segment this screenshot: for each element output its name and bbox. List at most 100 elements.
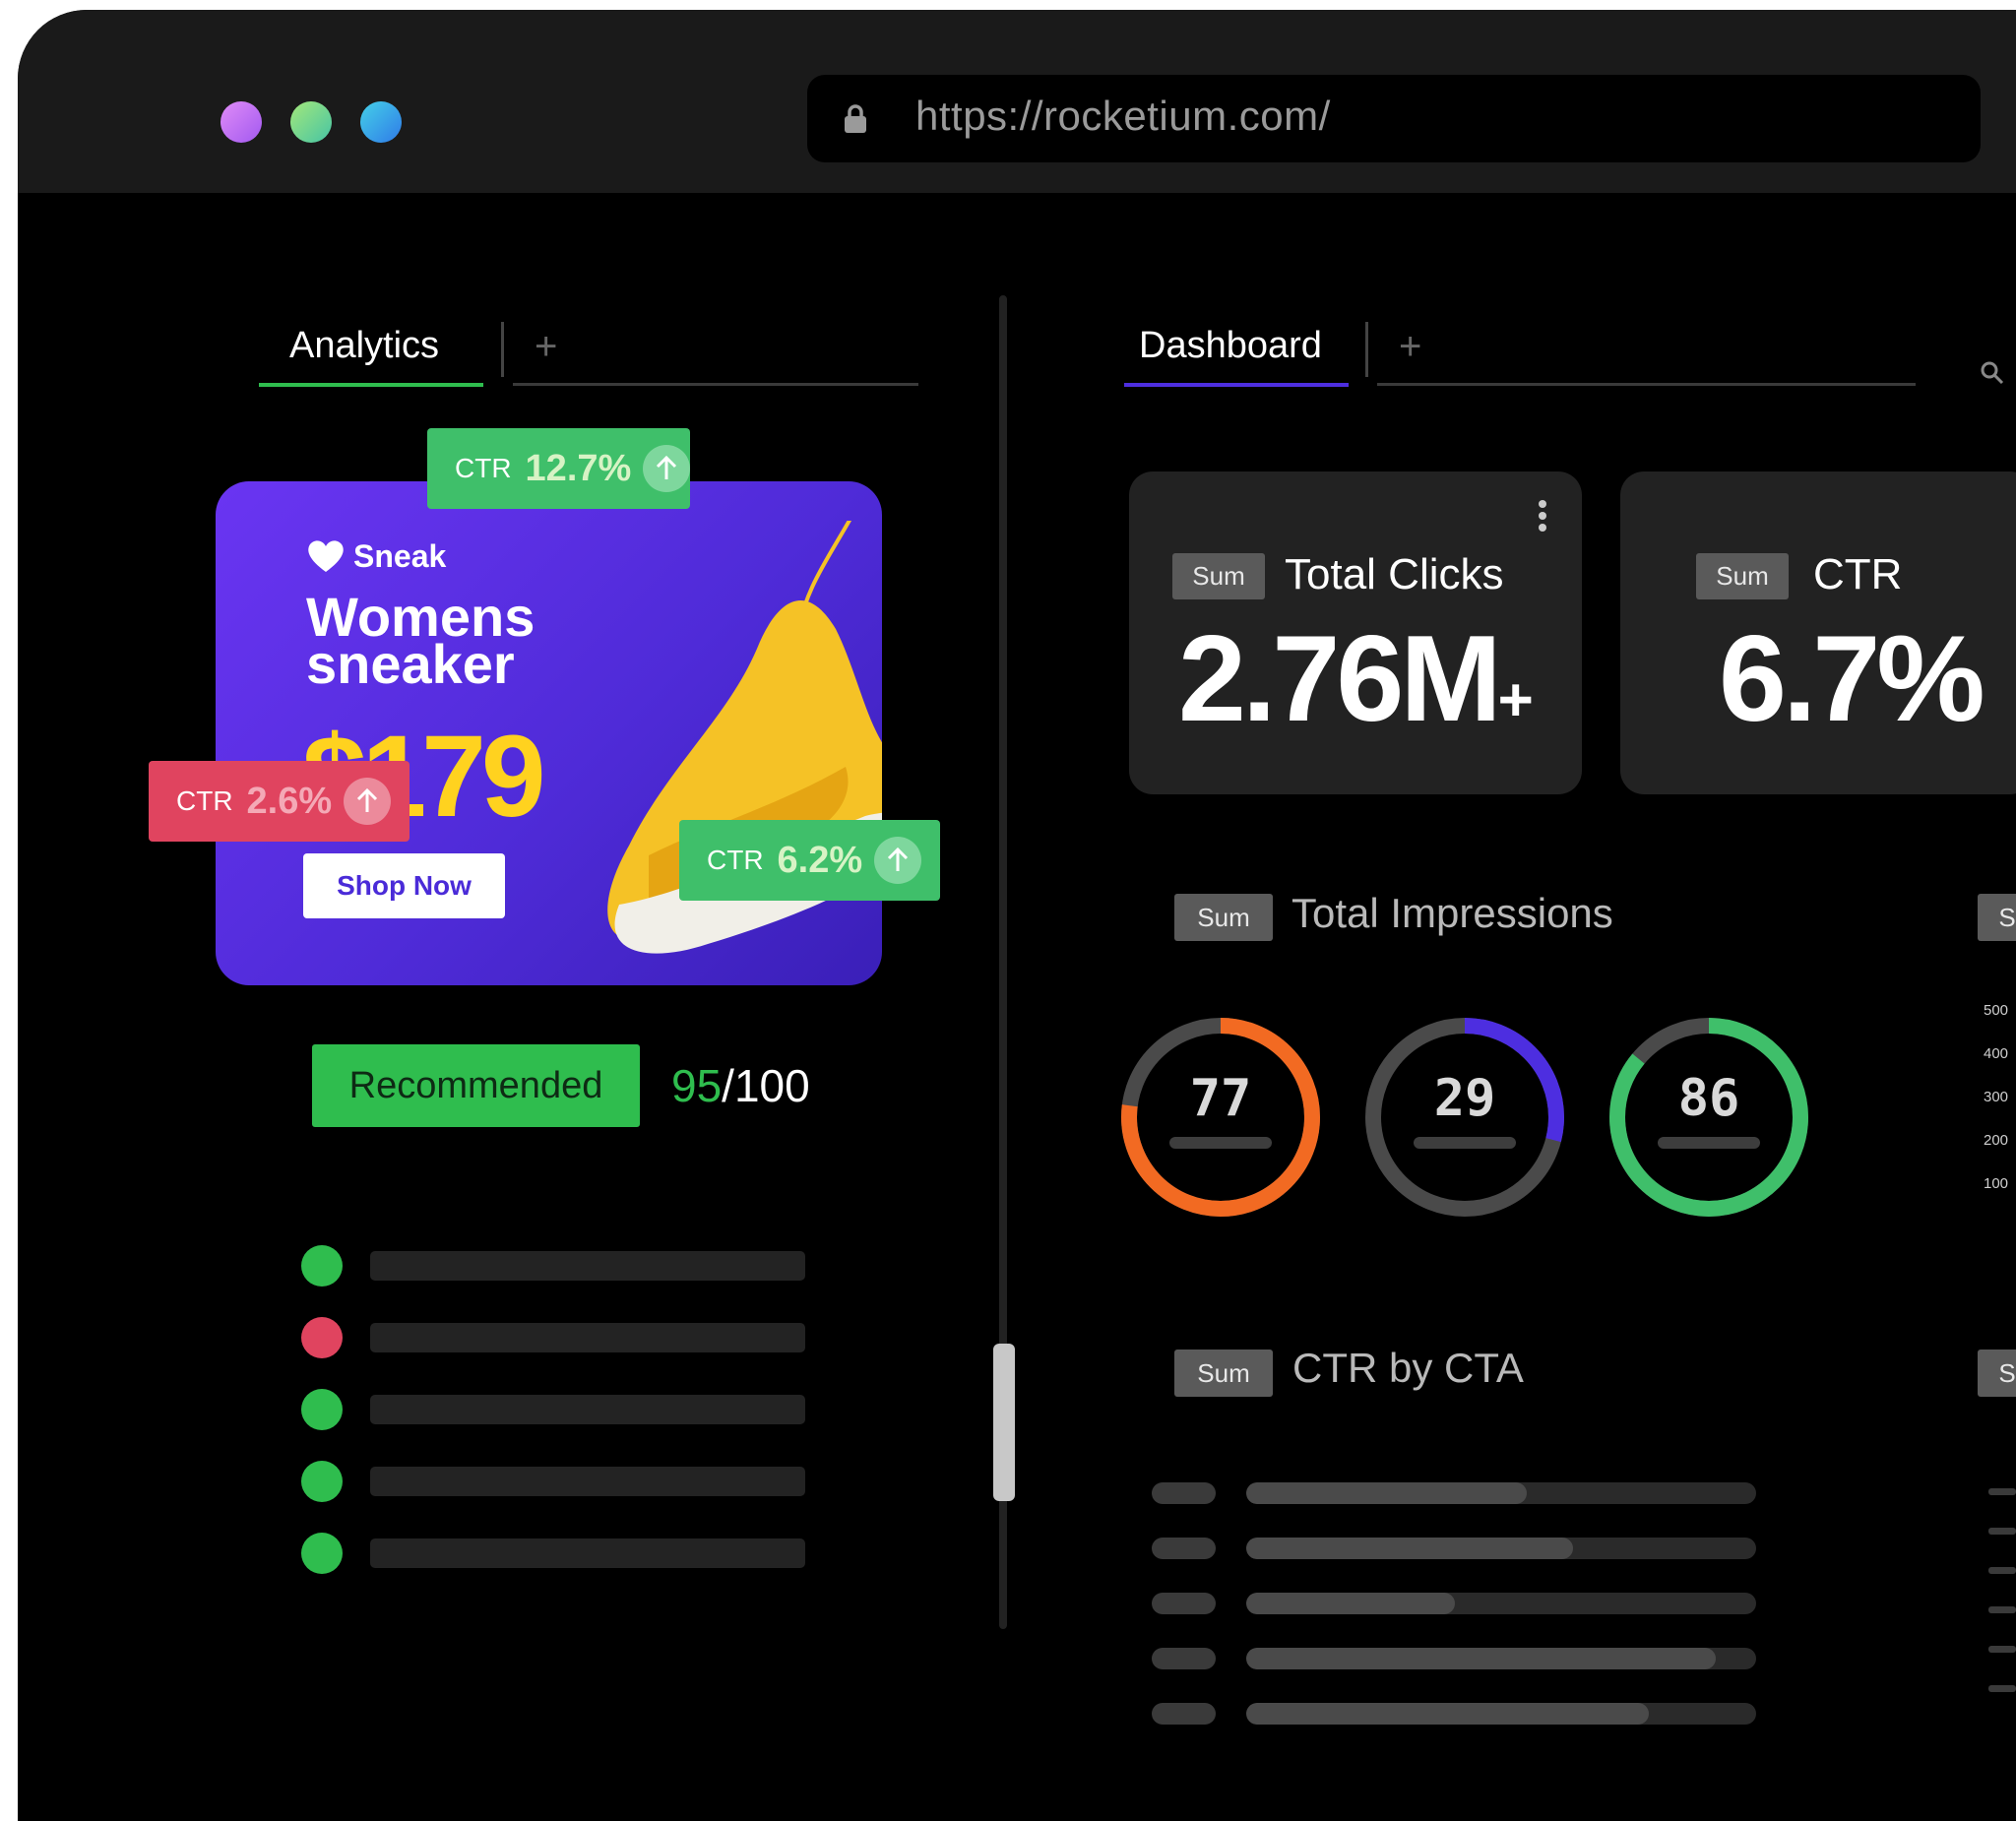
ad-creative[interactable]: Sneak Womens sneaker $179 Shop Now — [216, 481, 882, 985]
ctr-badge-3-value: 6.2% — [777, 839, 863, 881]
address-bar[interactable]: https://rocketium.com/ — [807, 75, 1981, 162]
kpi-card-ctr[interactable]: Sum CTR 6.7% — [1620, 471, 2016, 794]
ring-value: 86 — [1678, 1069, 1740, 1128]
ring-progress — [1365, 1018, 1564, 1217]
ctr-badge-1-label: CTR — [455, 453, 512, 483]
tab-bar-line — [1377, 383, 1916, 386]
ring-label-placeholder — [1414, 1137, 1516, 1149]
list-item-placeholder[interactable] — [370, 1467, 805, 1496]
y-tick-label: 500 — [1984, 1002, 2009, 1019]
kpi-value-row: 6.7% — [1719, 609, 1985, 749]
cta-bar-track[interactable] — [1246, 1538, 1756, 1559]
tab-separator — [1365, 322, 1368, 377]
kpi-value: 6.7% — [1719, 611, 1985, 747]
sneaker-image — [607, 521, 882, 954]
shop-now-button[interactable]: Shop Now — [303, 853, 505, 918]
ring-progress — [1609, 1018, 1808, 1217]
ring-progress — [1121, 1018, 1320, 1217]
list-item-placeholder[interactable] — [370, 1323, 805, 1352]
ctr-badge-1[interactable]: CTR 12.7% — [427, 428, 690, 509]
shop-now-label: Shop Now — [337, 870, 472, 901]
scrollbar-thumb[interactable] — [993, 1344, 1015, 1501]
kpi-title: CTR — [1813, 550, 1903, 598]
cta-bar-fill — [1246, 1482, 1527, 1504]
arrow-up-icon — [643, 445, 690, 492]
side-sum-tag: S — [1978, 894, 2016, 941]
side-bar-placeholder — [1988, 1606, 2016, 1613]
ring-value: 77 — [1190, 1069, 1252, 1128]
cta-label-placeholder — [1152, 1648, 1216, 1669]
ctr-badge-1-value: 12.7% — [525, 447, 632, 489]
ring-value: 29 — [1434, 1069, 1496, 1128]
cta-bar-fill — [1246, 1648, 1716, 1669]
tab-bar-line — [513, 383, 918, 386]
cta-label-placeholder — [1152, 1482, 1216, 1504]
search-icon[interactable] — [1980, 360, 2005, 386]
ad-headline-line2: sneaker — [306, 633, 515, 695]
ctr-badge-2[interactable]: CTR 2.6% — [149, 761, 410, 842]
cta-label-placeholder — [1152, 1538, 1216, 1559]
status-dot — [301, 1533, 343, 1574]
more-options-icon[interactable] — [1537, 499, 1548, 533]
score-total: /100 — [722, 1060, 810, 1111]
ctr-badge-2-value: 2.6% — [246, 780, 333, 822]
kpi-value: 2.76M — [1178, 611, 1502, 747]
window-dot-1[interactable] — [220, 101, 262, 143]
cta-bar-track[interactable] — [1246, 1593, 1756, 1614]
ctr-badge-2-label: CTR — [176, 785, 233, 816]
ad-brand: Sneak — [353, 538, 447, 574]
add-tab-button[interactable]: + — [535, 325, 558, 368]
side-bar-placeholder — [1988, 1646, 2016, 1653]
score-value: 95 — [671, 1060, 723, 1111]
list-item-placeholder[interactable] — [370, 1251, 805, 1281]
y-tick-label: 300 — [1984, 1089, 2009, 1105]
side-sum-tag-2: S — [1978, 1350, 2016, 1397]
cta-bar-track[interactable] — [1246, 1482, 1756, 1504]
url-text: https://rocketium.com/ — [915, 93, 1331, 139]
cta-label-placeholder — [1152, 1703, 1216, 1725]
kpi-card-total-clicks[interactable]: Sum Total Clicks 2.76M+ — [1129, 471, 1582, 794]
side-bar-placeholder — [1988, 1567, 2016, 1574]
cta-bar-fill — [1246, 1593, 1456, 1614]
status-dot — [301, 1317, 343, 1358]
kpi-suffix: + — [1497, 666, 1534, 734]
ctr-badge-3-label: CTR — [707, 845, 764, 875]
impressions-ring-3[interactable]: 86 — [1609, 1018, 1808, 1217]
add-tab-button[interactable]: + — [1399, 325, 1422, 368]
tab-analytics[interactable]: Analytics — [289, 325, 440, 366]
cta-bar-track[interactable] — [1246, 1703, 1756, 1725]
cta-label-placeholder — [1152, 1593, 1216, 1614]
window-dot-3[interactable] — [360, 101, 402, 143]
cta-bar-fill — [1246, 1538, 1573, 1559]
status-dot — [301, 1461, 343, 1502]
impressions-ring-1[interactable]: 77 — [1121, 1018, 1320, 1217]
y-tick-label: 100 — [1984, 1175, 2009, 1192]
arrow-up-icon — [874, 837, 922, 884]
ring-label-placeholder — [1169, 1137, 1272, 1149]
y-tick-label: 400 — [1984, 1045, 2009, 1062]
impressions-ring-2[interactable]: 29 — [1365, 1018, 1564, 1217]
impressions-rings: 77 29 86 — [1121, 1018, 1808, 1217]
side-bar-placeholder — [1988, 1685, 2016, 1692]
ctr-badge-3[interactable]: CTR 6.2% — [679, 820, 940, 901]
score: 95/100 — [671, 1059, 810, 1112]
list-item-placeholder[interactable] — [370, 1538, 805, 1568]
heart-icon — [308, 540, 344, 572]
ctr-cta-sum-tag: Sum — [1174, 1350, 1273, 1397]
y-tick-label: 200 — [1984, 1132, 2009, 1149]
lock-icon — [845, 104, 866, 133]
ctr-cta-title: CTR by CTA — [1292, 1345, 1524, 1391]
side-bar-placeholder — [1988, 1528, 2016, 1535]
tab-dashboard-underline — [1124, 383, 1349, 387]
cta-bar-fill — [1246, 1703, 1650, 1725]
ad-headline-line1: Womens — [306, 586, 536, 648]
ring-label-placeholder — [1658, 1137, 1760, 1149]
list-item-placeholder[interactable] — [370, 1395, 805, 1424]
kpi-sum-tag: Sum — [1696, 553, 1789, 599]
arrow-up-icon — [344, 778, 392, 825]
recommended-label: Recommended — [348, 1064, 603, 1106]
tab-separator — [501, 322, 504, 377]
tab-dashboard[interactable]: Dashboard — [1139, 325, 1322, 366]
cta-bar-track[interactable] — [1246, 1648, 1756, 1669]
window-dot-2[interactable] — [290, 101, 332, 143]
